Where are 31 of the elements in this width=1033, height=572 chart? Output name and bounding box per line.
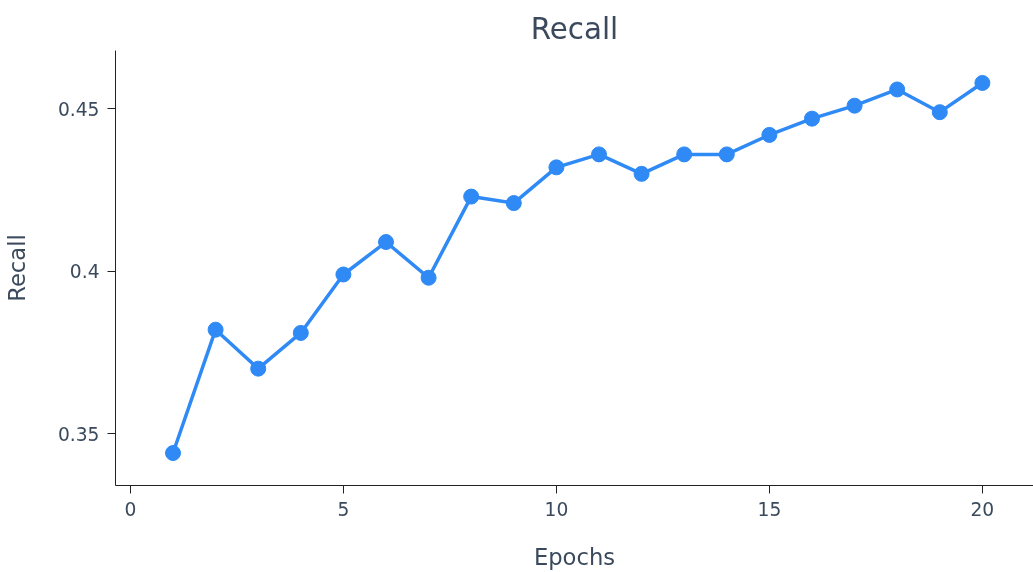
x-axis-title: Epochs [533,543,616,570]
point [548,159,565,176]
y-tick-label: 0.35 [57,423,100,445]
point [420,269,437,286]
point [974,74,991,91]
point [335,266,352,283]
point [207,321,224,338]
y-tick-label: 0.4 [69,261,100,283]
point [633,165,650,182]
x-tick-label: 0 [124,498,137,520]
point [505,195,522,212]
point [889,81,906,98]
x-tick-label: 15 [757,498,782,520]
point [718,146,735,163]
point [292,324,309,341]
x-tick-label: 5 [337,498,350,520]
point [761,126,778,143]
point [165,445,182,462]
x-tick-label: 10 [544,498,569,520]
point [590,146,607,163]
y-axis-title: Recall [3,234,30,302]
point [803,110,820,127]
point [378,234,394,251]
x-tick-label: 20 [970,498,995,520]
point [676,146,693,163]
point [931,104,948,121]
y-tick-label: 0.45 [57,98,100,120]
point [846,97,863,114]
chart-title: Recall [530,11,619,46]
point [250,360,267,377]
point [463,188,480,205]
